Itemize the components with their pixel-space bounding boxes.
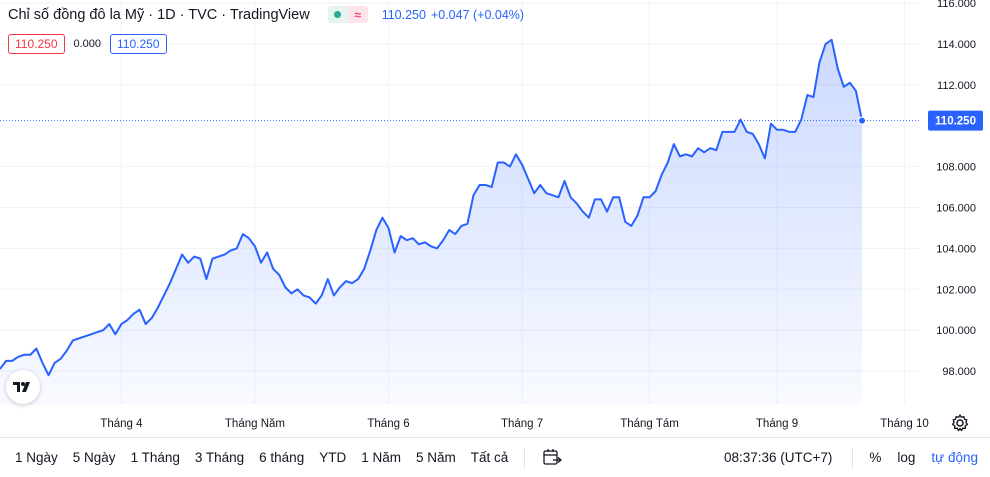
range-5y-button[interactable]: 5 Năm [415,450,456,465]
buy-price-button[interactable]: 110.250 [110,34,167,54]
spread-value: 0.000 [73,38,102,50]
series-line[interactable] [0,38,863,377]
x-tick-label: Tháng 4 [100,418,143,430]
toolbar-divider [523,447,525,468]
last-price-tag-label: 110.250 [935,116,976,128]
symbol-title[interactable]: Chỉ số đồng đô la Mỹ · 1D · TVC · Tradin… [8,6,310,23]
market-status[interactable]: ≈ [327,6,368,23]
range-3m-button[interactable]: 3 Tháng [194,450,245,465]
percent-scale-button[interactable]: % [869,450,882,465]
range-all-button[interactable]: Tất cả [470,450,509,465]
current-time[interactable]: 08:37:36 (UTC+7) [723,450,833,465]
bottom-toolbar: 1 Ngày 5 Ngày 1 Tháng 3 Tháng 6 tháng YT… [0,437,990,477]
x-tick-label: Tháng 10 [880,418,929,430]
y-tick-label: 116.000 [937,0,976,10]
price-chart[interactable]: 98.000 100.000 102.000 104.000 106.000 108.00… [0,0,990,437]
log-scale-button[interactable]: log [897,450,916,465]
y-tick-label: 98.000 [942,366,976,378]
last-price-marker [858,116,866,125]
sell-price-button[interactable]: 110.250 [8,34,65,54]
range-1m-button[interactable]: 1 Tháng [130,450,180,465]
y-tick-label: 108.000 [936,162,976,174]
x-tick-label: Tháng 9 [756,418,798,430]
y-tick-label: 104.000 [936,243,976,255]
x-tick-label: Tháng 6 [367,418,409,430]
x-tick-label: Tháng Năm [225,418,285,430]
range-5d-button[interactable]: 5 Ngày [72,450,116,465]
auto-scale-button[interactable]: tự động [931,450,978,465]
series-area-fill [0,39,862,405]
chart-area[interactable]: 98.000 100.000 102.000 104.000 106.000 108.00… [0,0,990,437]
delayed-data-icon[interactable]: ≈ [347,6,368,23]
trade-buttons: 110.250 0.000 110.250 [8,34,167,54]
calendar-range-icon[interactable] [541,447,563,469]
y-tick-label: 102.000 [936,284,976,296]
tradingview-logo-icon [13,382,30,392]
range-6m-button[interactable]: 6 tháng [259,450,305,465]
market-open-indicator[interactable] [327,6,348,23]
tradingview-logo[interactable] [6,370,40,404]
x-tick-label: Tháng Tám [620,418,679,430]
range-1d-button[interactable]: 1 Ngày [15,450,58,465]
y-tick-label: 114.000 [937,39,976,51]
market-status-dot-icon [334,11,342,18]
last-price-tag [928,110,983,131]
y-tick-label: 100.000 [936,325,976,337]
range-ytd-button[interactable]: YTD [319,450,347,465]
y-tick-label: 106.000 [936,203,976,215]
y-tick-label: 112.000 [937,80,976,92]
price-change: +0.047 (+0.04%) [430,7,525,22]
last-value: 110.250 [381,7,426,22]
chart-settings-gear-icon[interactable] [950,413,970,433]
x-tick-label: Tháng 7 [501,418,543,430]
toolbar-divider [852,447,854,468]
chart-legend: Chỉ số đồng đô la Mỹ · 1D · TVC · Tradin… [8,6,524,23]
range-1y-button[interactable]: 1 Năm [361,450,401,465]
